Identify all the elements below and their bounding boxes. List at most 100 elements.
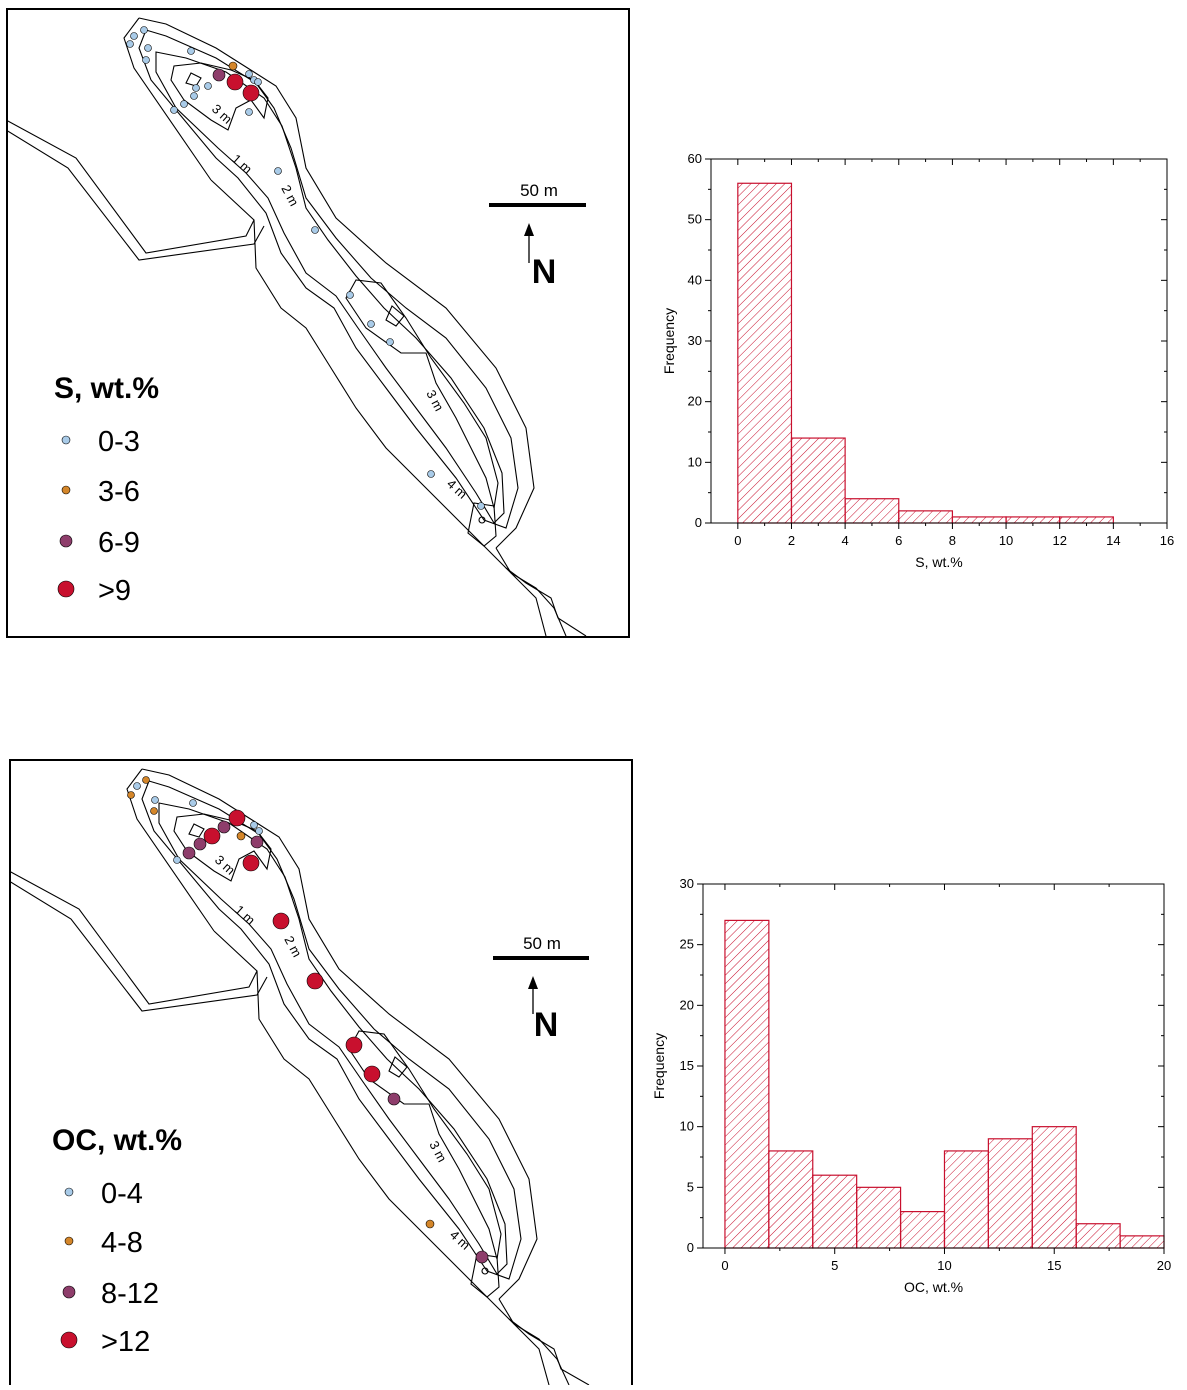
legend-item-label: 0-3 <box>98 426 140 458</box>
sample-point <box>425 1219 435 1229</box>
sample-point <box>203 827 221 845</box>
sample-point <box>477 502 485 510</box>
legend: 0-3 3-6 6-9 >9 <box>57 426 140 607</box>
sample-point <box>142 56 150 64</box>
sample-points <box>126 26 485 510</box>
legend-item-label: 4-8 <box>101 1227 143 1259</box>
sample-point <box>144 44 152 52</box>
x-axis-label: OC, wt.% <box>904 1279 963 1295</box>
sample-point <box>346 291 354 299</box>
sample-point <box>182 846 196 860</box>
y-tick-label: 30 <box>680 876 694 891</box>
histogram-bar <box>898 510 954 524</box>
map-frame <box>6 8 630 638</box>
x-tick-label: 10 <box>999 533 1013 548</box>
scale-bar-label: 50 m <box>520 181 558 200</box>
north-arrow-icon <box>524 223 534 263</box>
histogram-bar <box>844 498 900 524</box>
sulfur-map: 1 m 2 m 3 m 3 m 4 m <box>5 8 630 638</box>
legend-item-label: 6-9 <box>98 527 140 559</box>
sample-point <box>306 972 324 990</box>
organic-carbon-map: 1 m 2 m 3 m 3 m 4 m <box>8 759 633 1386</box>
sample-point <box>212 68 226 82</box>
y-axis-label: Frequency <box>651 1033 667 1099</box>
organic-carbon-histogram: Frequency OC, wt.% 0 5 10 15 20 0 5 10 15 20 25 30 <box>640 865 1187 1310</box>
histogram-bar <box>737 182 793 524</box>
histogram-bar <box>1059 516 1114 524</box>
sample-point <box>272 912 290 930</box>
sample-point <box>151 796 159 804</box>
sample-point <box>217 820 231 834</box>
sample-point <box>170 106 178 114</box>
sample-point <box>363 1065 381 1083</box>
x-tick-label: 0 <box>721 1258 728 1273</box>
sample-point <box>475 1250 489 1264</box>
sample-point <box>367 320 375 328</box>
histogram-bar <box>1005 516 1061 524</box>
sample-point <box>193 837 207 851</box>
histogram-bar <box>987 1138 1033 1249</box>
sample-point <box>192 84 200 92</box>
histogram-bar <box>724 919 770 1249</box>
legend-item-label: >9 <box>98 575 131 607</box>
north-label: N <box>532 253 557 291</box>
y-tick-label: 5 <box>687 1179 694 1194</box>
x-tick-label: 2 <box>788 533 795 548</box>
legend-marker <box>64 1187 74 1197</box>
x-tick-label: 5 <box>831 1258 838 1273</box>
bathymetry-contours <box>8 768 590 1386</box>
sample-point <box>226 73 244 91</box>
legend-marker <box>57 580 75 598</box>
histogram-bar <box>899 1211 946 1249</box>
sample-point <box>255 827 263 835</box>
sample-point <box>189 799 197 807</box>
sulfur-histogram-svg: Frequency S, wt.% 0 2 4 6 8 10 12 14 16 0 10 20 30 40… <box>661 151 1174 570</box>
sample-point <box>228 809 246 827</box>
sulfur-histogram: Frequency S, wt.% 0 2 4 6 8 10 12 14 16 0 10 20 30 40… <box>650 140 1187 600</box>
legend-item-label: 8-12 <box>101 1278 159 1310</box>
sample-point <box>250 821 258 829</box>
sample-point <box>127 791 135 799</box>
sample-point <box>236 831 246 841</box>
sample-point <box>245 70 253 78</box>
sample-point <box>228 61 238 71</box>
legend-marker <box>61 435 71 445</box>
y-tick-label: 25 <box>680 937 694 952</box>
north-label: N <box>534 1006 559 1044</box>
y-tick-label: 30 <box>688 333 702 348</box>
sample-point <box>254 78 262 86</box>
x-tick-label: 12 <box>1052 533 1066 548</box>
y-tick-label: 50 <box>688 212 702 227</box>
histogram-bar <box>856 1186 902 1249</box>
sample-point <box>173 856 181 864</box>
sample-points <box>127 776 489 1264</box>
sample-point <box>180 100 188 108</box>
legend-title: S, wt.% <box>54 372 159 405</box>
sample-point <box>242 84 260 102</box>
organic-carbon-histogram-svg: Frequency OC, wt.% 0 5 10 15 20 0 5 10 15 20 25 30 <box>651 876 1171 1295</box>
histogram-bar <box>812 1174 858 1249</box>
histogram-bar <box>790 437 846 524</box>
x-tick-label: 8 <box>949 533 956 548</box>
organic-carbon-map-panel: 1 m 2 m 3 m 3 m 4 m <box>8 759 633 1386</box>
histogram-bar <box>951 516 1007 524</box>
histogram-bar <box>1119 1235 1165 1249</box>
sample-point <box>190 92 198 100</box>
y-tick-label: 20 <box>680 997 694 1012</box>
sample-point <box>387 1092 401 1106</box>
legend-item-label: 0-4 <box>101 1178 143 1210</box>
y-tick-label: 0 <box>687 1240 694 1255</box>
legend-marker <box>61 485 71 495</box>
sample-point <box>126 40 134 48</box>
histogram-bar <box>1075 1223 1121 1249</box>
sample-point <box>204 82 212 90</box>
y-tick-label: 0 <box>695 515 702 530</box>
north-arrow-icon <box>528 976 538 1014</box>
legend-item-label: 3-6 <box>98 476 140 508</box>
x-tick-label: 20 <box>1157 1258 1171 1273</box>
sample-point <box>187 47 195 55</box>
sample-point <box>130 32 138 40</box>
legend-marker <box>60 1331 78 1349</box>
y-tick-label: 10 <box>688 454 702 469</box>
y-tick-label: 10 <box>680 1119 694 1134</box>
